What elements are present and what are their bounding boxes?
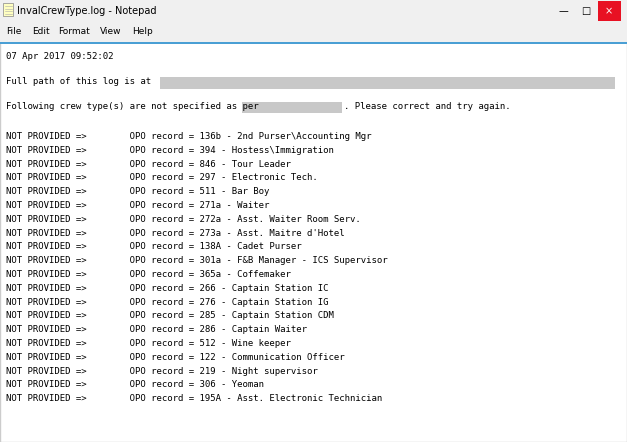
Text: NOT PROVIDED =>        OPO record = 266 - Captain Station IC: NOT PROVIDED => OPO record = 266 - Capta… <box>6 284 329 293</box>
Bar <box>3 3 13 16</box>
Text: NOT PROVIDED =>        OPO record = 846 - Tour Leader: NOT PROVIDED => OPO record = 846 - Tour … <box>6 160 291 169</box>
Text: ×: × <box>605 6 613 16</box>
Text: NOT PROVIDED =>        OPO record = 136b - 2nd Purser\Accounting Mgr: NOT PROVIDED => OPO record = 136b - 2nd … <box>6 132 372 141</box>
Bar <box>0 22 627 42</box>
Text: □: □ <box>581 6 591 16</box>
Text: NOT PROVIDED =>        OPO record = 394 - Hostess\Immigration: NOT PROVIDED => OPO record = 394 - Hoste… <box>6 146 334 155</box>
Text: NOT PROVIDED =>        OPO record = 285 - Captain Station CDM: NOT PROVIDED => OPO record = 285 - Capta… <box>6 312 334 320</box>
Text: —: — <box>558 6 568 16</box>
Bar <box>0 0 627 22</box>
Text: NOT PROVIDED =>        OPO record = 276 - Captain Station IG: NOT PROVIDED => OPO record = 276 - Capta… <box>6 297 329 307</box>
Text: NOT PROVIDED =>        OPO record = 512 - Wine keeper: NOT PROVIDED => OPO record = 512 - Wine … <box>6 339 291 348</box>
Text: NOT PROVIDED =>        OPO record = 138A - Cadet Purser: NOT PROVIDED => OPO record = 138A - Cade… <box>6 243 302 251</box>
Text: Edit: Edit <box>32 27 50 37</box>
Text: NOT PROVIDED =>        OPO record = 286 - Captain Waiter: NOT PROVIDED => OPO record = 286 - Capta… <box>6 325 307 334</box>
Text: File: File <box>6 27 21 37</box>
Text: NOT PROVIDED =>        OPO record = 271a - Waiter: NOT PROVIDED => OPO record = 271a - Wait… <box>6 201 270 210</box>
Text: Format: Format <box>58 27 90 37</box>
Text: Full path of this log is at: Full path of this log is at <box>6 77 151 86</box>
Text: NOT PROVIDED =>        OPO record = 297 - Electronic Tech.: NOT PROVIDED => OPO record = 297 - Elect… <box>6 173 318 183</box>
Bar <box>160 77 615 89</box>
Text: View: View <box>100 27 122 37</box>
Bar <box>242 102 342 114</box>
Text: 07 Apr 2017 09:52:02: 07 Apr 2017 09:52:02 <box>6 52 113 61</box>
Text: NOT PROVIDED =>        OPO record = 219 - Night supervisor: NOT PROVIDED => OPO record = 219 - Night… <box>6 367 318 376</box>
Text: Following crew type(s) are not specified as per: Following crew type(s) are not specified… <box>6 102 258 110</box>
Text: InvalCrewType.log - Notepad: InvalCrewType.log - Notepad <box>17 6 157 16</box>
Bar <box>0 42 627 44</box>
Text: NOT PROVIDED =>        OPO record = 301a - F&B Manager - ICS Supervisor: NOT PROVIDED => OPO record = 301a - F&B … <box>6 256 387 265</box>
Bar <box>597 1 621 21</box>
Bar <box>551 1 575 21</box>
Text: NOT PROVIDED =>        OPO record = 306 - Yeoman: NOT PROVIDED => OPO record = 306 - Yeoma… <box>6 381 264 389</box>
Text: NOT PROVIDED =>        OPO record = 122 - Communication Officer: NOT PROVIDED => OPO record = 122 - Commu… <box>6 353 345 362</box>
Text: NOT PROVIDED =>        OPO record = 272a - Asst. Waiter Room Serv.: NOT PROVIDED => OPO record = 272a - Asst… <box>6 215 361 224</box>
Text: NOT PROVIDED =>        OPO record = 273a - Asst. Maitre d'Hotel: NOT PROVIDED => OPO record = 273a - Asst… <box>6 229 345 238</box>
Text: Help: Help <box>132 27 153 37</box>
Bar <box>574 1 598 21</box>
Text: NOT PROVIDED =>        OPO record = 195A - Asst. Electronic Technician: NOT PROVIDED => OPO record = 195A - Asst… <box>6 394 382 403</box>
Text: NOT PROVIDED =>        OPO record = 511 - Bar Boy: NOT PROVIDED => OPO record = 511 - Bar B… <box>6 187 270 196</box>
Text: NOT PROVIDED =>        OPO record = 365a - Coffemaker: NOT PROVIDED => OPO record = 365a - Coff… <box>6 270 291 279</box>
Text: . Please correct and try again.: . Please correct and try again. <box>344 102 510 110</box>
